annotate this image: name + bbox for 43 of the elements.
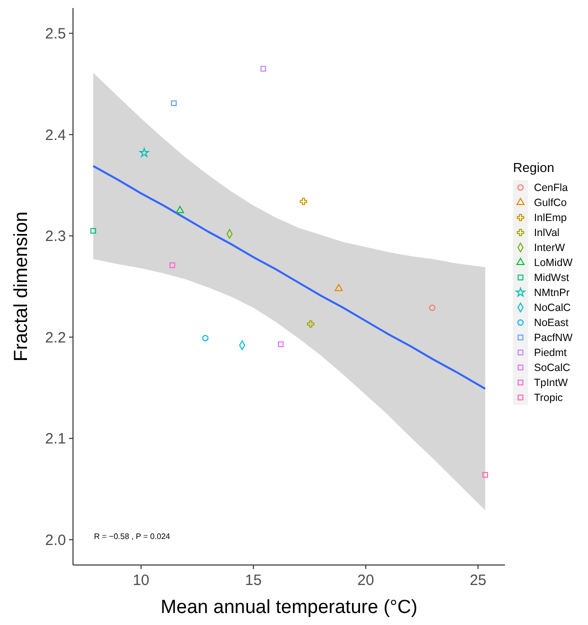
x-tick-label: 15 bbox=[245, 572, 262, 589]
legend-label: Tropic bbox=[534, 392, 563, 404]
legend-title: Region bbox=[513, 160, 554, 175]
point bbox=[334, 284, 343, 292]
legend-label: InterW bbox=[534, 242, 566, 254]
annotation: R = −0.58 , P = 0.024 bbox=[94, 532, 171, 541]
x-axis-title: Mean annual temperature (°C) bbox=[160, 597, 418, 618]
legend-label: LoMidW bbox=[534, 257, 573, 270]
legend-label: Piedmt bbox=[534, 347, 567, 360]
legend-label: NMtnPr bbox=[534, 287, 570, 300]
y-tick-label: 2.4 bbox=[45, 126, 66, 144]
legend-label: SoCalC bbox=[534, 362, 571, 374]
legend-label: NoEast bbox=[534, 317, 569, 330]
legend-label: NoCalC bbox=[534, 302, 572, 314]
x-tick-label: 20 bbox=[357, 572, 374, 589]
y-tick-label: 2.0 bbox=[45, 532, 66, 549]
y-tick-label: 2.3 bbox=[45, 228, 66, 246]
legend-label: GulfCo bbox=[534, 197, 567, 210]
y-tick-label: 2.5 bbox=[45, 26, 66, 43]
line-series bbox=[92, 164, 486, 390]
point bbox=[171, 100, 177, 106]
point bbox=[307, 320, 314, 328]
point bbox=[278, 341, 284, 348]
y-tick-label: 2.2 bbox=[45, 329, 66, 346]
point bbox=[429, 304, 436, 311]
point bbox=[202, 335, 208, 342]
legend-label: CenFla bbox=[534, 182, 568, 194]
point bbox=[300, 198, 308, 206]
point bbox=[90, 228, 96, 234]
y-axis-title: Fractal dimension bbox=[11, 212, 32, 362]
legend-label: TpIntW bbox=[534, 377, 568, 390]
legend-label: InlEmp bbox=[534, 212, 567, 224]
point bbox=[482, 472, 488, 478]
point bbox=[176, 206, 184, 214]
legend-label: PacfNW bbox=[534, 332, 573, 344]
point bbox=[260, 66, 266, 72]
x-tick-label: 10 bbox=[132, 572, 150, 589]
point bbox=[169, 262, 176, 268]
point bbox=[140, 148, 149, 157]
legend-label: MidWst bbox=[534, 272, 570, 284]
legend-label: InlVal bbox=[534, 227, 560, 240]
y-tick-label: 2.1 bbox=[45, 430, 66, 448]
x-tick-label: 25 bbox=[470, 572, 486, 589]
